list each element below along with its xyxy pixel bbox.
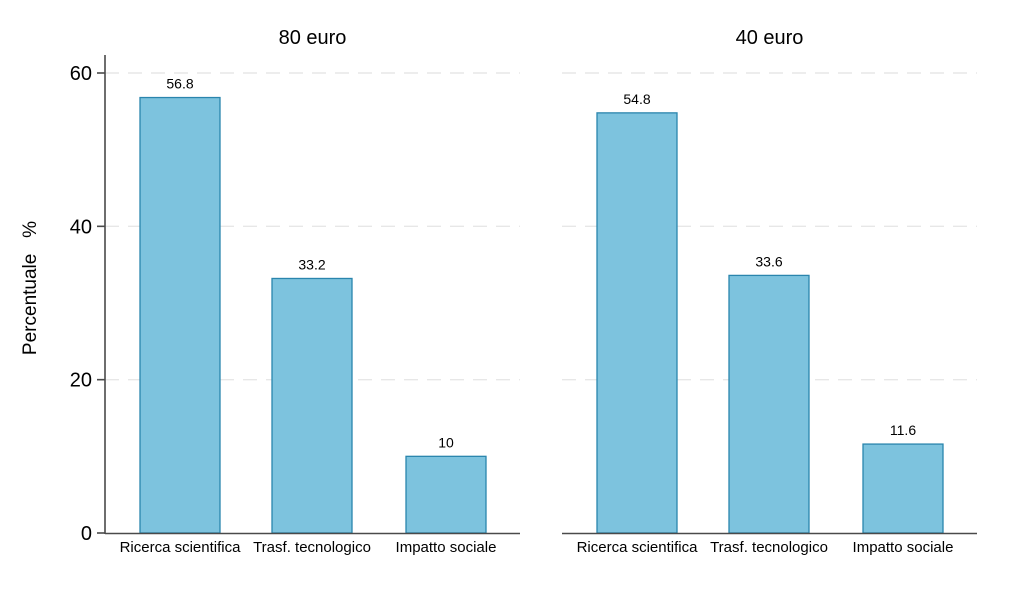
bar [405,455,487,534]
bar-value-label: 33.6 [755,253,782,269]
bar [596,112,678,534]
bar-value-label: 33.2 [298,256,325,272]
bar-value-label: 11.6 [890,422,916,438]
bar-value-label: 10 [438,434,454,450]
bar [271,277,353,534]
bar [139,96,221,534]
panel-title: 40 euro [736,27,804,49]
panel-title: 80 euro [279,27,347,49]
bar-value-label: 54.8 [623,91,650,107]
category-label: Ricerca scientifica [120,539,242,556]
y-tick-label: 40 [70,216,92,238]
y-axis-title: Percentuale % [20,220,41,356]
category-label: Ricerca scientifica [577,539,699,556]
category-label: Impatto sociale [853,539,954,556]
category-label: Impatto sociale [396,539,497,556]
y-tick-label: 60 [70,63,92,85]
category-label: Trasf. tecnologico [253,539,371,556]
bar [728,274,810,534]
y-tick-label: 20 [70,370,92,392]
bar-value-label: 56.8 [166,76,193,92]
category-label: Trasf. tecnologico [710,539,828,556]
y-tick-label: 0 [81,523,92,545]
bar [862,443,944,534]
